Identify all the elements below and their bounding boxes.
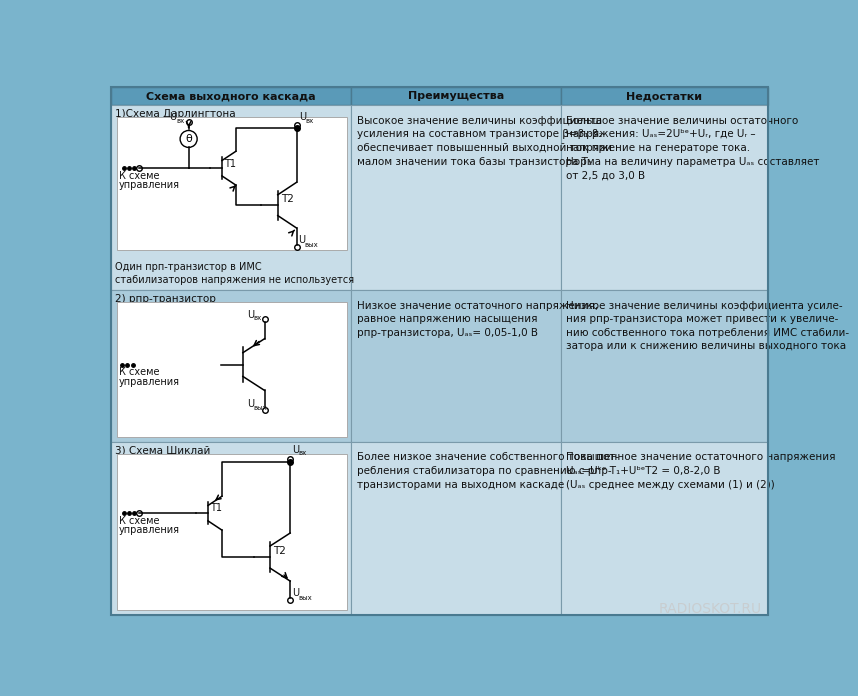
Text: U: U [293,445,299,455]
Bar [560,441,768,615]
Text: T1: T1 [210,503,222,513]
Bar [560,88,768,105]
Bar [352,441,560,615]
Text: RADIOSKOT.RU: RADIOSKOT.RU [658,601,761,616]
Bar [112,88,352,105]
Bar [112,290,352,441]
Text: Более низкое значение собственного тока пот-
ребления стабилизатора по сравнению: Более низкое значение собственного тока … [357,452,619,489]
Text: Большое значение величины остаточного
напряжения: Uₐₛ=2Uᵇᵉ+Uᵣ, где Uᵣ –
напряжен: Большое значение величины остаточного на… [566,116,819,180]
Text: 3) Схема Шиклай: 3) Схема Шиклай [115,446,210,456]
Text: К схеме: К схеме [119,171,160,181]
Text: U: U [169,113,177,122]
Bar [560,105,768,290]
Bar [352,290,560,441]
Text: 1)Схема Дарлингтона: 1)Схема Дарлингтона [115,109,236,119]
Text: управления: управления [119,180,180,190]
Text: Преимущества: Преимущества [408,91,505,101]
Text: Один прп-транзистор в ИМС
стабилизаторов напряжения не используется: Один прп-транзистор в ИМС стабилизаторов… [115,262,354,285]
Text: U: U [247,310,255,320]
Text: θ: θ [185,134,192,144]
Bar [112,105,352,290]
Text: Повышенное значение остаточного напряжения
Uₐₛ=Uᵏᵉ T₁+UᵇᵉT2 = 0,8-2,0 В
(Uₐₛ сре: Повышенное значение остаточного напряжен… [566,452,836,489]
Text: T2: T2 [281,194,293,204]
Bar [118,118,347,250]
Text: вых: вых [298,594,311,601]
Text: Низкое значение остаточного напряжения,
равное напряжению насыщения
рпр-транзист: Низкое значение остаточного напряжения, … [357,301,598,338]
Text: управления: управления [119,377,180,386]
Text: вых: вых [305,242,318,248]
Text: U: U [299,113,306,122]
Bar [560,290,768,441]
Text: вх: вх [254,315,262,322]
Bar [352,88,560,105]
Text: вх: вх [299,450,307,457]
Bar [118,302,347,437]
Text: вх: вх [305,118,313,124]
Text: Недостатки: Недостатки [626,91,702,101]
Text: U: U [292,589,299,599]
Text: 2) рпр-транзистор: 2) рпр-транзистор [115,294,216,304]
Text: вх: вх [176,118,184,124]
Text: U: U [247,400,255,409]
Bar [352,105,560,290]
Text: T2: T2 [273,546,286,556]
Text: Высокое значение величины коэффициента
усиления на составном транзисторе β=β₁·β₂: Высокое значение величины коэффициента у… [357,116,612,166]
Text: К схеме: К схеме [119,367,160,377]
Bar [112,441,352,615]
Text: вых: вых [254,404,268,411]
Bar [118,454,347,610]
Text: Низкое значение величины коэффициента усиле-
ния рпр-транзистора может привести : Низкое значение величины коэффициента ус… [566,301,849,351]
Text: U: U [298,235,305,246]
Text: T1: T1 [224,159,236,168]
Text: Схема выходного каскада: Схема выходного каскада [147,91,316,101]
Text: управления: управления [119,525,180,535]
Text: К схеме: К схеме [119,516,160,526]
